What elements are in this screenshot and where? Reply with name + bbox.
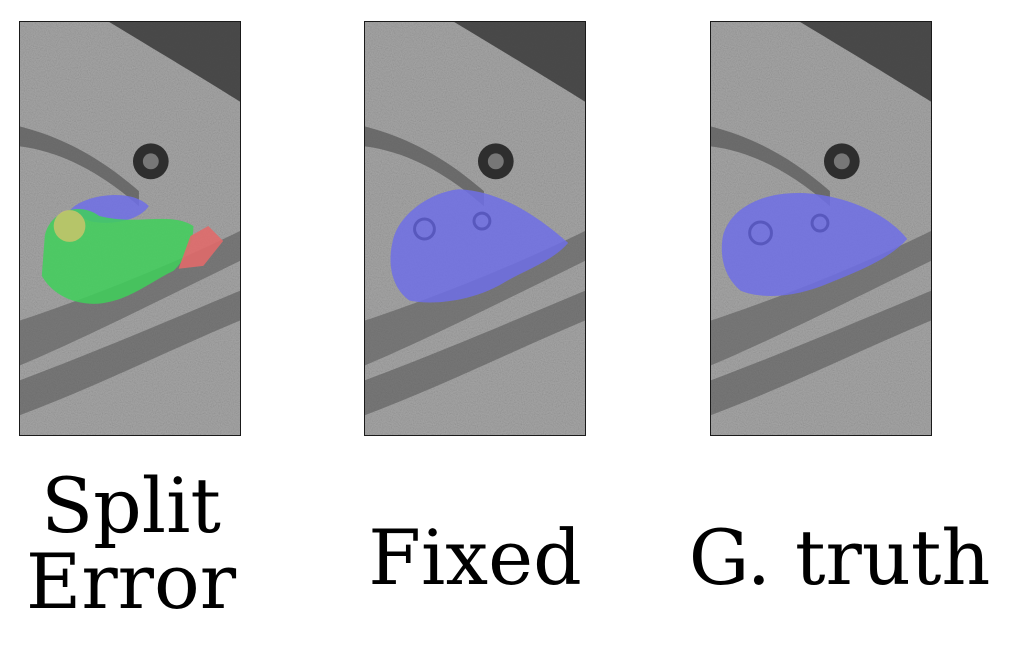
segment-blue-truth — [721, 192, 908, 296]
segment-blue-merged — [390, 189, 569, 303]
caption-ground-truth: G. truth — [688, 513, 991, 602]
caption-split-error: Split Error — [0, 468, 262, 620]
ground-truth-image — [710, 21, 932, 436]
caption-fixed: Fixed — [368, 513, 582, 602]
caption-split-error-line2: Error — [25, 537, 237, 626]
split-error-image — [19, 21, 241, 436]
segment-yellow — [53, 210, 86, 242]
caption-split-error-line1: Split — [41, 461, 221, 550]
fixed-image — [364, 21, 586, 436]
segment-red — [178, 226, 224, 269]
